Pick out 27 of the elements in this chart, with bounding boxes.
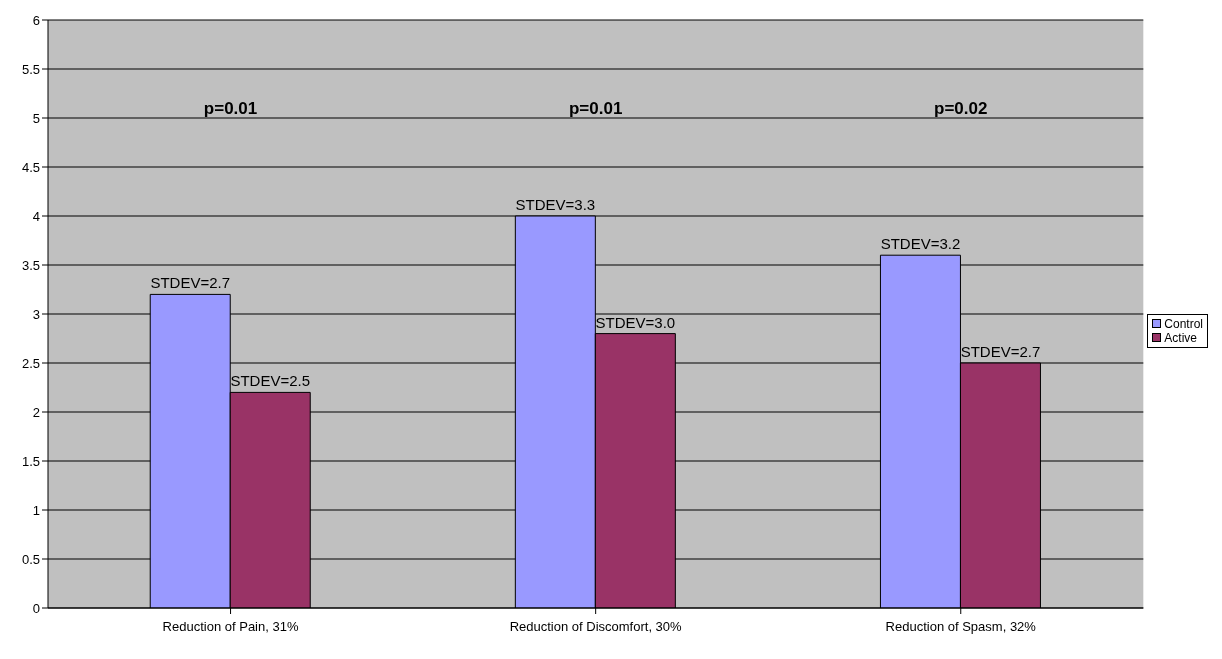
annotation: STDEV=2.7 bbox=[150, 274, 231, 292]
annotation: STDEV=2.7 bbox=[960, 343, 1041, 360]
y-tick-label: 5 bbox=[32, 110, 40, 126]
y-tick-label: 4 bbox=[32, 208, 40, 224]
x-tick-label: Reduction of Discomfort, 30% bbox=[509, 619, 683, 635]
annotation: STDEV=3.3 bbox=[515, 196, 596, 213]
legend-label: Active bbox=[1164, 330, 1197, 345]
y-tick-label: 0.5 bbox=[21, 551, 40, 567]
annotation: STDEV=2.5 bbox=[230, 372, 311, 390]
annotation: STDEV=3.0 bbox=[595, 313, 676, 331]
annotation: p=0.01 bbox=[568, 99, 623, 119]
y-tick-label: 3 bbox=[32, 306, 40, 322]
y-tick-label: 4.5 bbox=[21, 159, 40, 175]
x-tick-label: Reduction of Pain, 31% bbox=[162, 619, 299, 635]
y-tick-label: 6 bbox=[32, 12, 40, 28]
y-tick-label: 2.5 bbox=[21, 355, 40, 371]
annotation: STDEV=3.2 bbox=[880, 235, 961, 253]
y-tick-label: 3.5 bbox=[21, 257, 40, 273]
y-tick-label: 1.5 bbox=[21, 453, 40, 469]
legend-label: Control bbox=[1164, 316, 1203, 331]
x-tick-label: Reduction of Spasm, 32% bbox=[885, 619, 1037, 635]
y-tick-label: 2 bbox=[32, 404, 40, 420]
y-tick-label: 5.5 bbox=[21, 61, 40, 77]
y-tick-label: 1 bbox=[32, 502, 40, 518]
y-tick-label: 0 bbox=[32, 600, 40, 616]
annotation: p=0.02 bbox=[934, 99, 988, 119]
annotation: p=0.01 bbox=[203, 99, 258, 119]
